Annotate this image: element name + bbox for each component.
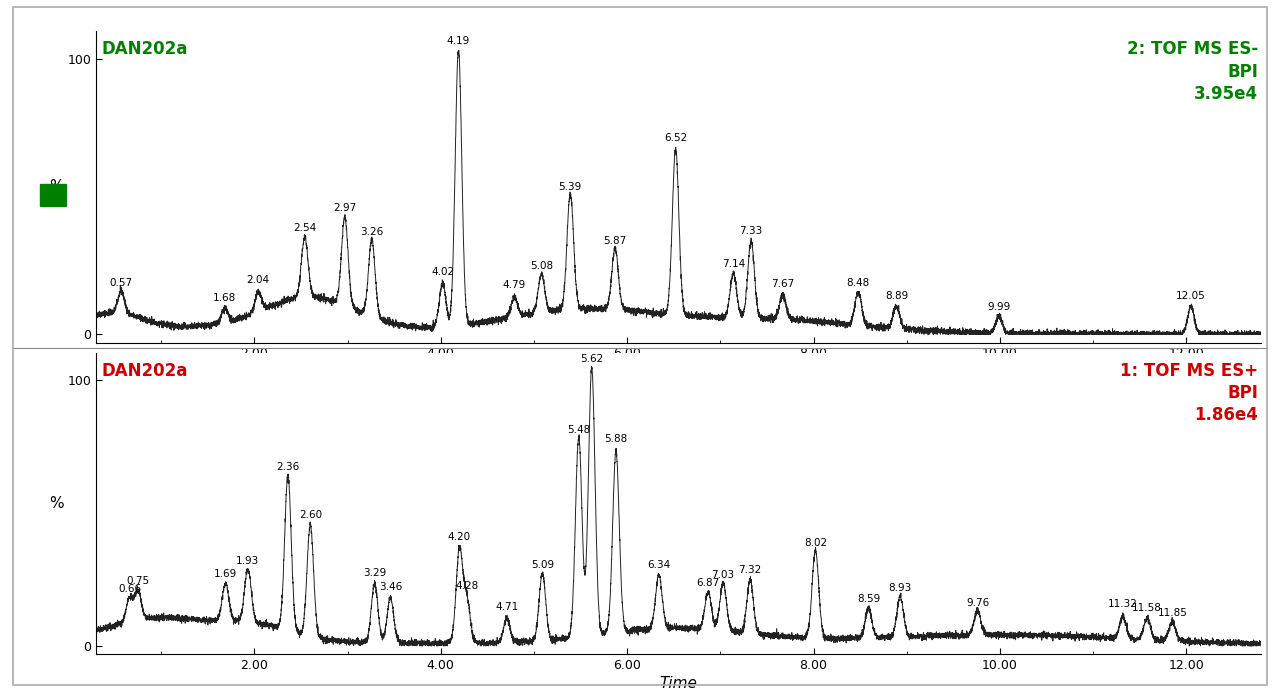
Text: DAN202a: DAN202a	[102, 362, 188, 380]
Text: 4.02: 4.02	[431, 266, 454, 277]
Bar	[40, 184, 65, 206]
Text: 11.58: 11.58	[1133, 603, 1162, 613]
Text: 5.08: 5.08	[530, 261, 553, 271]
Y-axis label: %: %	[49, 496, 64, 511]
Text: 8.48: 8.48	[846, 278, 870, 288]
Text: 3.46: 3.46	[379, 583, 402, 592]
Text: 4.28: 4.28	[456, 581, 479, 590]
Text: 7.03: 7.03	[712, 570, 735, 581]
Text: 7.14: 7.14	[722, 259, 745, 268]
Text: 5.39: 5.39	[558, 182, 582, 192]
Text: 8.93: 8.93	[888, 583, 911, 593]
Text: 2.54: 2.54	[293, 223, 316, 233]
Text: 5.48: 5.48	[567, 426, 590, 435]
Text: 2: TOF MS ES-
BPI
3.95e4: 2: TOF MS ES- BPI 3.95e4	[1128, 40, 1258, 103]
Text: 7.32: 7.32	[739, 565, 762, 575]
Text: 8.89: 8.89	[884, 291, 908, 301]
Text: 2.04: 2.04	[247, 275, 270, 285]
Text: 2.97: 2.97	[333, 203, 356, 213]
Text: 3.29: 3.29	[364, 568, 387, 578]
Text: 1.69: 1.69	[214, 570, 237, 579]
Text: DAN202a: DAN202a	[102, 40, 188, 59]
Text: 6.34: 6.34	[648, 561, 671, 570]
Text: 6.87: 6.87	[696, 579, 719, 588]
Text: 5.09: 5.09	[531, 560, 554, 570]
Text: 1.68: 1.68	[212, 293, 237, 303]
Text: 11.32: 11.32	[1108, 599, 1138, 609]
Text: 12.05: 12.05	[1176, 291, 1206, 301]
Text: 9.76: 9.76	[966, 598, 989, 608]
Text: 9.99: 9.99	[987, 302, 1011, 312]
Text: 3.26: 3.26	[360, 227, 384, 237]
Text: 5.62: 5.62	[580, 354, 603, 364]
Text: 0.75: 0.75	[127, 576, 150, 585]
Text: 8.02: 8.02	[804, 538, 827, 548]
Text: 6.52: 6.52	[664, 133, 687, 143]
Text: 5.87: 5.87	[603, 237, 627, 246]
Text: 7.33: 7.33	[740, 226, 763, 236]
Y-axis label: %: %	[49, 179, 64, 194]
Text: 1: TOF MS ES+
BPI
1.86e4: 1: TOF MS ES+ BPI 1.86e4	[1120, 362, 1258, 424]
Text: 11.85: 11.85	[1157, 608, 1188, 617]
Text: 2.36: 2.36	[276, 462, 300, 472]
Text: 4.79: 4.79	[503, 280, 526, 290]
Text: 7.67: 7.67	[771, 279, 795, 289]
Text: 1.93: 1.93	[237, 556, 260, 566]
Text: 0.57: 0.57	[110, 278, 133, 289]
Text: 5.88: 5.88	[604, 435, 627, 444]
X-axis label: Time: Time	[659, 676, 698, 691]
Text: 4.20: 4.20	[448, 532, 471, 543]
Text: 0.66: 0.66	[118, 583, 141, 594]
Text: 4.71: 4.71	[495, 601, 518, 612]
Text: 4.19: 4.19	[447, 37, 470, 46]
Text: 2.60: 2.60	[298, 510, 321, 520]
Text: 8.59: 8.59	[856, 594, 881, 604]
